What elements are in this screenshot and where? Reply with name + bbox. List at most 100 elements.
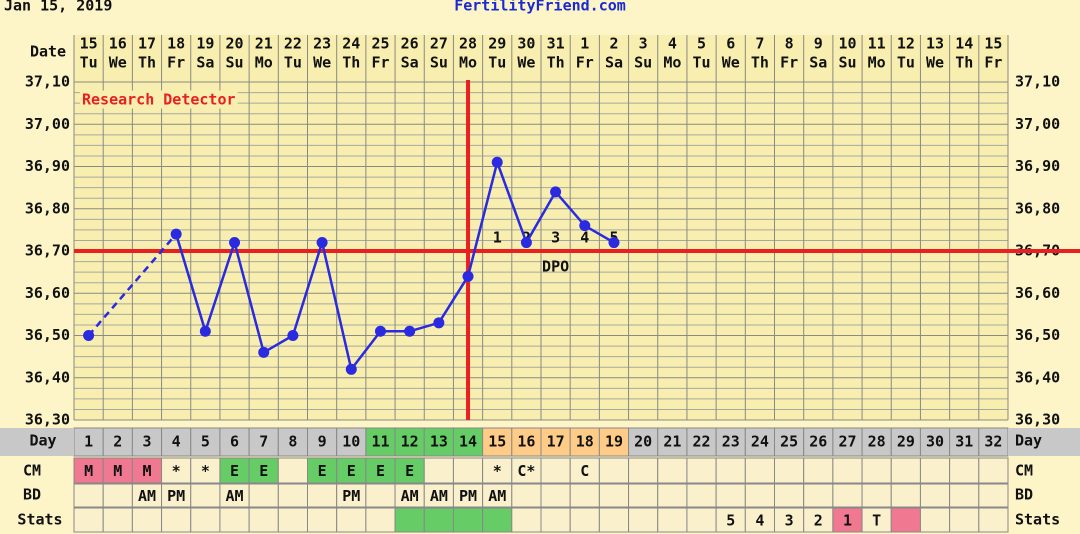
x-tick-label: 7 [259, 433, 268, 451]
bd-entry: PM [459, 487, 477, 505]
weekday-label: Tu [80, 54, 98, 72]
x-tick-label: 13 [430, 433, 448, 451]
date-label: 8 [785, 35, 794, 53]
stats-cell [686, 507, 717, 533]
cm-entry: * [201, 462, 210, 480]
temperature-point [374, 325, 386, 337]
stats-cell [978, 507, 1009, 533]
stats-cell [744, 507, 775, 533]
date-label: 7 [755, 35, 764, 53]
weekday-label: Su [430, 54, 448, 72]
date-label: 14 [955, 35, 973, 53]
weekday-label: Fr [984, 54, 1002, 72]
date-label: 6 [726, 35, 735, 53]
day-cell [540, 427, 571, 457]
dpo-number: 1 [493, 229, 502, 247]
x-tick-label: 23 [722, 433, 740, 451]
stats-cell [598, 507, 630, 533]
stats-cell [657, 507, 688, 533]
bd-cell [277, 483, 308, 508]
stats-cell [423, 507, 454, 533]
y-tick-label: 36,50 [25, 326, 70, 344]
bd-cell [102, 483, 133, 508]
temperature-point [462, 270, 474, 282]
cm-cell [861, 457, 892, 484]
day-cell [978, 427, 1009, 457]
x-tick-label: 20 [634, 433, 652, 451]
x-tick-label: 14 [459, 433, 477, 451]
bd-cell [628, 483, 659, 508]
stats-cell [569, 507, 600, 533]
row-label: Stats [1015, 511, 1060, 529]
x-tick-label: 1 [84, 433, 93, 451]
bd-cell [890, 483, 921, 508]
day-cell [161, 427, 192, 457]
bd-cell [598, 483, 630, 508]
bd-cell [190, 483, 221, 508]
stats-cell [161, 507, 192, 533]
weekday-label: Tu [897, 54, 915, 72]
cm-cell [102, 457, 133, 484]
cm-entry: M [84, 462, 93, 480]
x-tick-label: 28 [868, 433, 886, 451]
bd-cell [657, 483, 688, 508]
weekday-label: We [722, 54, 740, 72]
date-label: 12 [897, 35, 915, 53]
cm-cell [423, 457, 454, 484]
day-cell [423, 427, 454, 457]
weekday-label: Th [955, 54, 973, 72]
chart-date: Jan 15, 2019 [4, 0, 112, 15]
weekday-label: We [517, 54, 535, 72]
y2-tick-label: 36,80 [1015, 199, 1060, 217]
weekday-label: We [109, 54, 127, 72]
day-cell [832, 427, 863, 457]
x-tick-label: 30 [926, 433, 944, 451]
cm-cell [832, 457, 863, 484]
cm-entry: E [405, 462, 414, 480]
stats-cell [890, 507, 921, 533]
y-tick-label: 37,00 [25, 115, 70, 133]
stats-cell [102, 507, 133, 533]
stats-cell [248, 507, 279, 533]
day-cell [715, 427, 746, 457]
cm-cell [190, 457, 221, 484]
stats-entry: 3 [785, 512, 794, 530]
cm-entry: E [318, 462, 327, 480]
row-label: BD [1015, 486, 1033, 504]
cm-cell [540, 457, 571, 484]
y-tick-label: 36,60 [25, 284, 70, 302]
weekday-label: Sa [196, 54, 214, 72]
cm-entry: * [172, 462, 181, 480]
site-name[interactable]: FertilityFriend.com [454, 0, 626, 15]
temperature-point [520, 237, 532, 249]
day-cell [949, 427, 980, 457]
date-label: 19 [196, 35, 214, 53]
weekday-label: We [313, 54, 331, 72]
weekday-label: Th [751, 54, 769, 72]
bd-cell [365, 483, 396, 508]
cm-cell [394, 457, 425, 484]
cm-cell [277, 457, 308, 484]
stats-cell [832, 507, 863, 533]
day-cell [744, 427, 775, 457]
weekday-label: Sa [605, 54, 623, 72]
date-label: 15 [80, 35, 98, 53]
temperature-line [174, 158, 615, 373]
cm-cell [919, 457, 951, 484]
dpo-label: DPO [542, 258, 569, 276]
x-tick-label: 19 [605, 433, 623, 451]
row-label: Stats [17, 511, 62, 529]
y2-tick-label: 36,90 [1015, 157, 1060, 175]
date-label: 5 [697, 35, 706, 53]
row-label: Day [29, 432, 56, 450]
stats-cell [540, 507, 571, 533]
weekday-label: Mo [868, 54, 886, 72]
cm-cell [978, 457, 1009, 484]
date-label: 29 [488, 35, 506, 53]
date-label: 10 [838, 35, 856, 53]
weekday-label: Su [838, 54, 856, 72]
cm-entry: E [259, 462, 268, 480]
date-label: 13 [926, 35, 944, 53]
cm-cell [131, 457, 163, 484]
